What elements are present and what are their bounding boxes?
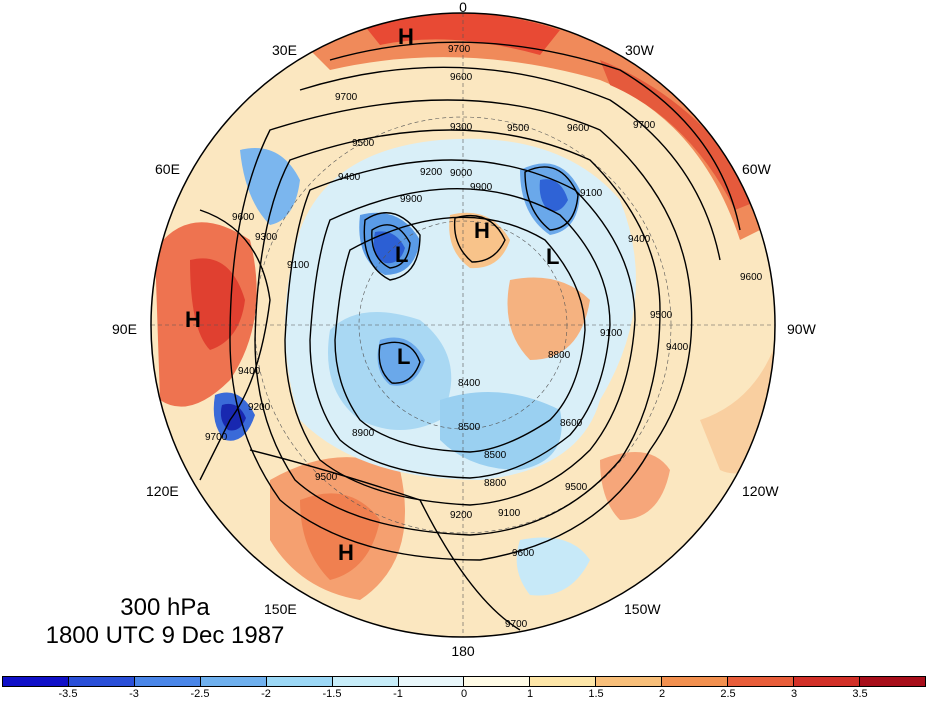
contour-label: 9500 bbox=[650, 310, 673, 321]
colorbar-tick-label: 3.5 bbox=[852, 688, 868, 700]
contour-label: 9100 bbox=[287, 260, 310, 271]
high-center: H bbox=[338, 540, 354, 565]
colorbar-swatch bbox=[530, 677, 597, 686]
contour-label: 9200 bbox=[420, 167, 443, 178]
globe-outline bbox=[150, 12, 776, 638]
colorbar-tick-label: -3 bbox=[129, 688, 139, 700]
contour-label: 9500 bbox=[565, 482, 588, 493]
contour-label: 9100 bbox=[580, 188, 603, 199]
colorbar-swatch bbox=[68, 677, 135, 686]
high-center: H bbox=[185, 307, 201, 332]
contour-label: 8500 bbox=[458, 422, 481, 433]
lon-label-30w: 30W bbox=[625, 42, 655, 58]
contour-label: 9600 bbox=[232, 212, 255, 223]
colorbar-swatch bbox=[859, 677, 925, 686]
contour-label: 9100 bbox=[498, 508, 521, 519]
contour-label: 8900 bbox=[352, 428, 375, 439]
colorbar-swatch bbox=[134, 677, 201, 686]
pressure-level: 300 hPa bbox=[120, 594, 210, 621]
lon-label-90e: 90E bbox=[112, 321, 137, 337]
colorbar-swatch bbox=[464, 677, 531, 686]
colorbar-swatch bbox=[596, 677, 663, 686]
high-center: H bbox=[474, 218, 490, 243]
contour-label: 9700 bbox=[205, 432, 228, 443]
lon-label-180: 180 bbox=[451, 643, 475, 659]
contour-label: 9900 bbox=[400, 194, 423, 205]
contour-label: 9200 bbox=[248, 402, 271, 413]
contour-label: 9500 bbox=[352, 138, 375, 149]
lon-label-120w: 120W bbox=[742, 483, 779, 499]
high-center: H bbox=[398, 24, 414, 49]
colorbar-swatch bbox=[662, 677, 729, 686]
colorbar-tick-label: 1 bbox=[526, 688, 534, 700]
colorbar-swatch bbox=[728, 677, 795, 686]
contour-label: 9400 bbox=[338, 172, 361, 183]
contour-label: 9100 bbox=[600, 328, 623, 339]
colorbar-tick-label: -3.5 bbox=[58, 688, 78, 700]
valid-time: 1800 UTC 9 Dec 1987 bbox=[45, 622, 285, 649]
colorbar-tick-label: 1.5 bbox=[588, 688, 604, 700]
lon-label-30e: 30E bbox=[272, 42, 297, 58]
contour-label: 9700 bbox=[335, 92, 358, 103]
colorbar-tick-label: -1.5 bbox=[322, 688, 342, 700]
contour-label: 8500 bbox=[484, 450, 507, 461]
colorbar-tick-label: 2.5 bbox=[720, 688, 736, 700]
contour-label: 9700 bbox=[633, 120, 656, 131]
contour-label: 8600 bbox=[560, 418, 583, 429]
colorbar-swatch bbox=[266, 677, 333, 686]
pressure-centers: H H H H L L L bbox=[185, 24, 559, 565]
contour-label: 9400 bbox=[628, 234, 651, 245]
colorbar-swatch bbox=[794, 677, 860, 686]
colorbar-swatch bbox=[3, 677, 69, 686]
colorbar-swatches bbox=[2, 676, 926, 687]
lon-label-90w: 90W bbox=[787, 321, 817, 337]
contour-label: 9300 bbox=[450, 122, 473, 133]
colorbar-tick-label: -1 bbox=[393, 688, 403, 700]
colorbar-tick-label: -2 bbox=[261, 688, 271, 700]
contour-label: 9600 bbox=[450, 72, 473, 83]
contour-label: 9300 bbox=[255, 232, 278, 243]
height-contours bbox=[199, 41, 741, 631]
contour-label: 9400 bbox=[666, 342, 689, 353]
contour-label: 8800 bbox=[548, 350, 571, 361]
colorbar: -3.5 -3 -2.5 -2 -1.5 -1 0 1 1.5 2 2.5 3 3.5 bbox=[0, 676, 928, 702]
lon-label-120e: 120E bbox=[146, 483, 179, 499]
lon-label-0: 0 bbox=[459, 0, 467, 15]
contour-label: 9000 bbox=[450, 168, 473, 179]
colorbar-swatch bbox=[398, 677, 465, 686]
map-caption: 300 hPa 1800 UTC 9 Dec 1987 bbox=[30, 594, 300, 650]
contour-label: 9700 bbox=[448, 44, 471, 55]
colorbar-swatch bbox=[332, 677, 399, 686]
low-center: L bbox=[397, 344, 410, 369]
contour-label: 9700 bbox=[505, 619, 528, 630]
colorbar-tick-label: -2.5 bbox=[190, 688, 210, 700]
contour-labels: 9700 9600 9700 9500 9600 9700 9400 9900 … bbox=[205, 44, 763, 630]
low-center: L bbox=[546, 244, 559, 269]
contour-label: 9600 bbox=[567, 123, 590, 134]
contour-label: 9400 bbox=[238, 366, 261, 377]
lon-label-60e: 60E bbox=[155, 161, 180, 177]
contour-label: 9600 bbox=[512, 548, 535, 559]
contour-label: 9900 bbox=[470, 182, 493, 193]
lon-label-60w: 60W bbox=[742, 161, 772, 177]
contour-label: 9500 bbox=[315, 472, 338, 483]
contour-label: 9600 bbox=[740, 272, 763, 283]
lon-label-150w: 150W bbox=[624, 601, 661, 617]
contour-label: 9200 bbox=[450, 510, 473, 521]
lon-label-150e: 150E bbox=[264, 601, 297, 617]
contour-label: 9500 bbox=[507, 123, 530, 134]
low-center: L bbox=[395, 242, 408, 267]
colorbar-tick-label: 3 bbox=[790, 688, 798, 700]
contour-label: 8400 bbox=[458, 378, 481, 389]
colorbar-tick-label: 2 bbox=[658, 688, 666, 700]
contour-label: 8800 bbox=[484, 478, 507, 489]
colorbar-tick-label: 0 bbox=[460, 688, 468, 700]
colorbar-swatch bbox=[200, 677, 267, 686]
longitude-labels: 0 30W 60W 90W 120W 150W 180 150E 120E 90… bbox=[112, 0, 817, 659]
